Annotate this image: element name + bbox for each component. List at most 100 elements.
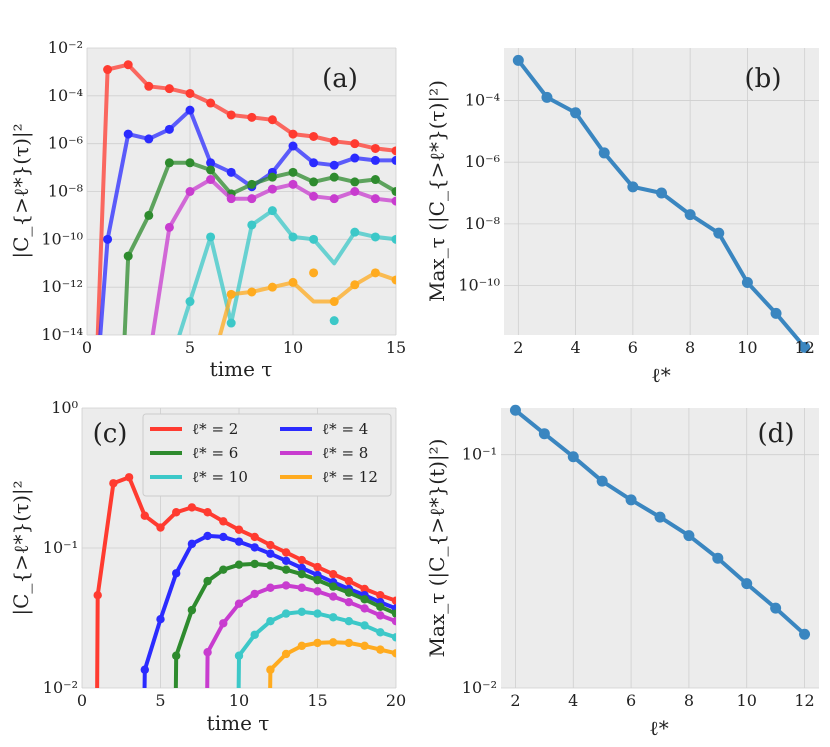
data-point-c	[376, 628, 385, 637]
data-point-c	[109, 479, 118, 488]
data-point-a	[164, 158, 174, 168]
data-point-a	[164, 222, 174, 232]
y-tick-label-a: 10⁻⁶	[48, 134, 83, 153]
data-point-a	[123, 129, 133, 139]
x-tick-label-c: 10	[229, 691, 249, 710]
data-point-c	[329, 638, 338, 647]
data-point-c	[313, 562, 322, 572]
x-tick-label-a: 0	[82, 338, 92, 357]
data-point-c	[329, 569, 338, 579]
panel-b: 2 4 6 8 10 12 10⁻¹⁰ 10⁻⁸ 10⁻⁶ 10⁻⁴ (b) ℓ* Max_τ (…	[425, 48, 819, 387]
data-point-a	[370, 194, 380, 204]
data-point-c	[297, 555, 306, 565]
data-point-c	[313, 587, 322, 596]
data-point-b	[684, 209, 696, 221]
x-tick-label-c: 15	[307, 691, 327, 710]
data-point-c	[219, 565, 228, 574]
x-tick-label-d: 2	[510, 691, 520, 710]
data-point-c	[234, 651, 244, 660]
data-point-a	[391, 187, 396, 196]
y-axis-label-c: |C_{>ℓ*}(τ)|²	[9, 480, 34, 615]
tick-labels-b: 2 4 6 8 10 12 10⁻¹⁰ 10⁻⁸ 10⁻⁶ 10⁻⁴	[458, 90, 815, 357]
data-point-a	[391, 155, 396, 165]
panel-d: 2 4 6 8 10 12 10⁻² 10⁻¹ (d) ℓ* Max_τ (|C_{>ℓ*}(…	[425, 404, 819, 740]
x-tick-label-c: 20	[386, 691, 406, 710]
data-point-a	[309, 177, 319, 187]
data-point-a	[103, 234, 113, 244]
data-point-b	[741, 277, 753, 289]
y-tick-label-b: 10⁻⁶	[465, 152, 500, 171]
data-point-a	[226, 110, 236, 120]
data-point-b	[656, 187, 667, 199]
data-point-d	[741, 578, 753, 590]
data-series-b	[512, 54, 811, 353]
data-point-c	[219, 532, 228, 542]
data-point-d	[538, 428, 550, 440]
data-point-c	[344, 588, 354, 597]
x-tick-label-b: 12	[795, 338, 815, 357]
data-point-c	[219, 517, 228, 526]
data-point-a	[309, 234, 319, 244]
y-tick-label-c: 10⁻¹	[43, 538, 78, 557]
data-point-a	[144, 210, 154, 220]
legend-label: ℓ* = 6	[192, 444, 238, 462]
data-point-d	[625, 494, 637, 506]
data-point-a	[370, 143, 380, 153]
data-point-a	[309, 268, 319, 278]
x-tick-label-d: 10	[737, 691, 757, 710]
data-point-a	[226, 167, 236, 177]
series-line-a-1	[98, 108, 396, 335]
x-axis-label-b: ℓ*	[651, 363, 671, 387]
data-point-a	[206, 165, 216, 175]
data-point-c	[360, 604, 369, 613]
data-point-c	[250, 532, 259, 542]
data-point-c	[391, 633, 396, 642]
data-series-d	[509, 404, 811, 640]
data-point-b	[598, 147, 610, 159]
data-point-a	[144, 81, 154, 91]
data-point-c	[93, 591, 102, 600]
data-point-c	[344, 638, 354, 648]
data-point-a	[329, 136, 339, 146]
x-tick-label-b: 8	[685, 338, 695, 357]
data-point-c	[391, 617, 396, 626]
data-point-c	[140, 665, 149, 674]
data-point-a	[288, 167, 298, 177]
legend-c: ℓ* = 2 ℓ* = 4 ℓ* = 6 ℓ* = 8 ℓ* = 10 ℓ* = 12	[142, 413, 392, 497]
data-point-a	[350, 177, 360, 187]
data-point-c	[281, 609, 291, 618]
legend-label: ℓ* = 8	[322, 444, 368, 462]
x-tick-label-d: 8	[684, 691, 694, 710]
y-axis-label-a: |C_{>ℓ*}(τ)|²	[9, 123, 34, 258]
series-line-a-0	[95, 62, 396, 335]
y-tick-label-a: 10⁻¹⁰	[41, 229, 83, 248]
x-axis-label-a: time τ	[210, 357, 273, 381]
data-point-d	[799, 628, 811, 640]
legend-label: ℓ* = 2	[192, 420, 238, 438]
data-point-c	[281, 548, 291, 557]
data-point-c	[344, 598, 354, 607]
data-point-a	[370, 155, 380, 165]
data-point-b	[713, 227, 725, 239]
data-point-c	[172, 651, 181, 660]
data-point-c	[281, 565, 291, 574]
data-point-d	[712, 552, 724, 564]
data-point-c	[266, 665, 275, 674]
data-point-c	[266, 540, 275, 550]
y-tick-label-c: 10⁰	[51, 398, 78, 417]
x-axis-label-c: time τ	[207, 711, 270, 735]
x-tick-label-a: 10	[283, 338, 303, 357]
data-point-c	[219, 619, 228, 628]
panel-label-d: (d)	[758, 419, 795, 449]
data-point-a	[391, 275, 396, 285]
data-point-a	[226, 194, 236, 204]
x-tick-label-c: 0	[77, 691, 87, 710]
data-point-c	[203, 648, 212, 657]
data-point-c	[360, 621, 369, 630]
data-point-a	[350, 280, 360, 290]
data-series-a	[95, 60, 396, 335]
legend-label: ℓ* = 4	[322, 420, 368, 438]
data-point-a	[103, 65, 113, 75]
data-point-a	[350, 227, 360, 237]
